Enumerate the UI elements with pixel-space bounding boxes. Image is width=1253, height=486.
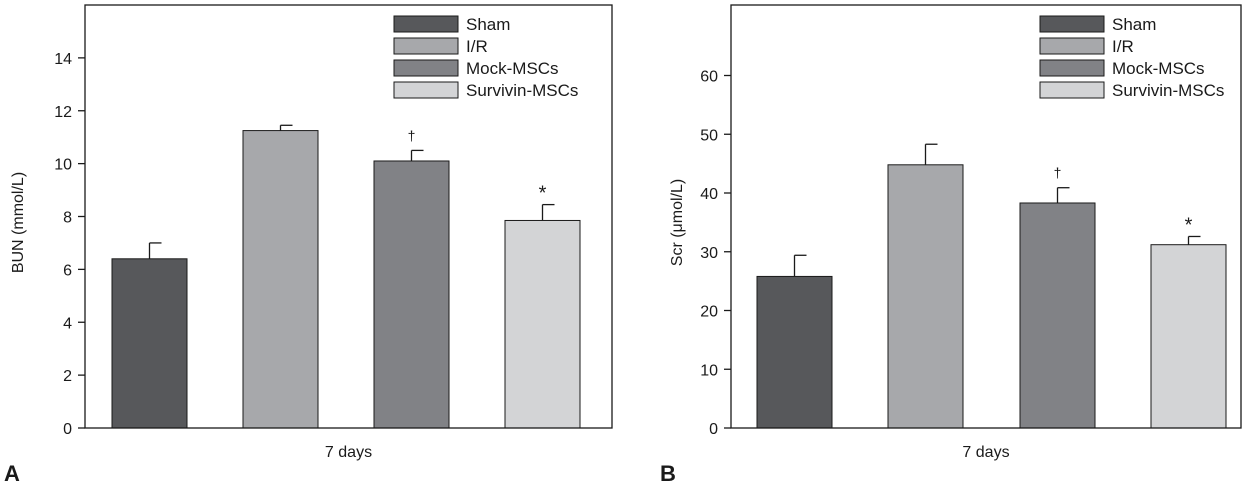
y-tick-label: 0	[709, 421, 718, 438]
panel-label: B	[660, 461, 676, 486]
legend-entry: Survivin-MSCs	[1112, 81, 1224, 100]
legend-swatch	[393, 81, 459, 99]
bar-survivin-mscs	[1150, 244, 1227, 429]
significance-marker: †	[408, 127, 416, 143]
y-tick-label: 60	[700, 69, 718, 86]
y-tick-label: 14	[54, 51, 72, 68]
y-tick-label: 20	[700, 304, 718, 321]
plot-frame	[84, 4, 613, 429]
legend-entry: I/R	[466, 37, 488, 56]
legend-swatch	[1039, 59, 1105, 77]
legend-swatch	[393, 59, 459, 77]
y-tick-label: 30	[700, 245, 718, 262]
significance-marker: *	[1185, 214, 1193, 236]
legend-swatch	[1039, 15, 1105, 33]
legend-entry: Mock-MSCs	[1112, 59, 1205, 78]
significance-marker: *	[539, 183, 547, 205]
bar-i-r	[242, 130, 319, 429]
legend-swatch	[1039, 81, 1105, 99]
bar-sham	[111, 258, 188, 429]
bar-survivin-mscs	[504, 219, 581, 429]
y-tick-label: 0	[63, 421, 72, 438]
legend-entry: I/R	[1112, 37, 1134, 56]
x-axis-label: 7 days	[325, 444, 372, 461]
y-tick-label: 10	[700, 362, 718, 379]
legend-entry: Sham	[466, 15, 510, 34]
legend-entry: Mock-MSCs	[466, 59, 559, 78]
plot-frame	[730, 4, 1242, 429]
bar-mock-mscs	[373, 160, 450, 429]
bar-i-r	[887, 164, 964, 429]
panel-b: 0 10 20 30 40 50 60 † * 7 days Scr (μmol/L) B Sham I/…	[660, 4, 1242, 486]
y-tick-label: 40	[700, 186, 718, 203]
significance-marker: †	[1054, 165, 1062, 181]
legend-entry: Survivin-MSCs	[466, 81, 578, 100]
legend-swatch	[393, 15, 459, 33]
y-axis-label: Scr (μmol/L)	[669, 179, 686, 266]
y-tick-label: 2	[63, 368, 72, 385]
y-tick-label: 8	[63, 210, 72, 227]
panel-label: A	[4, 461, 20, 486]
legend-swatch	[393, 37, 459, 55]
y-tick-label: 50	[700, 127, 718, 144]
legend-entry: Sham	[1112, 15, 1156, 34]
y-tick-label: 12	[54, 104, 72, 121]
y-axis-label: BUN (mmol/L)	[10, 172, 27, 273]
bar-sham	[756, 275, 833, 429]
x-axis-label: 7 days	[962, 444, 1009, 461]
legend-swatch	[1039, 37, 1105, 55]
y-tick-label: 6	[63, 262, 72, 279]
y-tick-label: 4	[63, 315, 72, 332]
y-tick-label: 10	[54, 157, 72, 174]
bar-mock-mscs	[1019, 202, 1096, 429]
panel-a: 0 2 4 6 8 10 12 14 † * 7 days BUN (mmol/L) A Sham I/R M…	[4, 4, 613, 486]
